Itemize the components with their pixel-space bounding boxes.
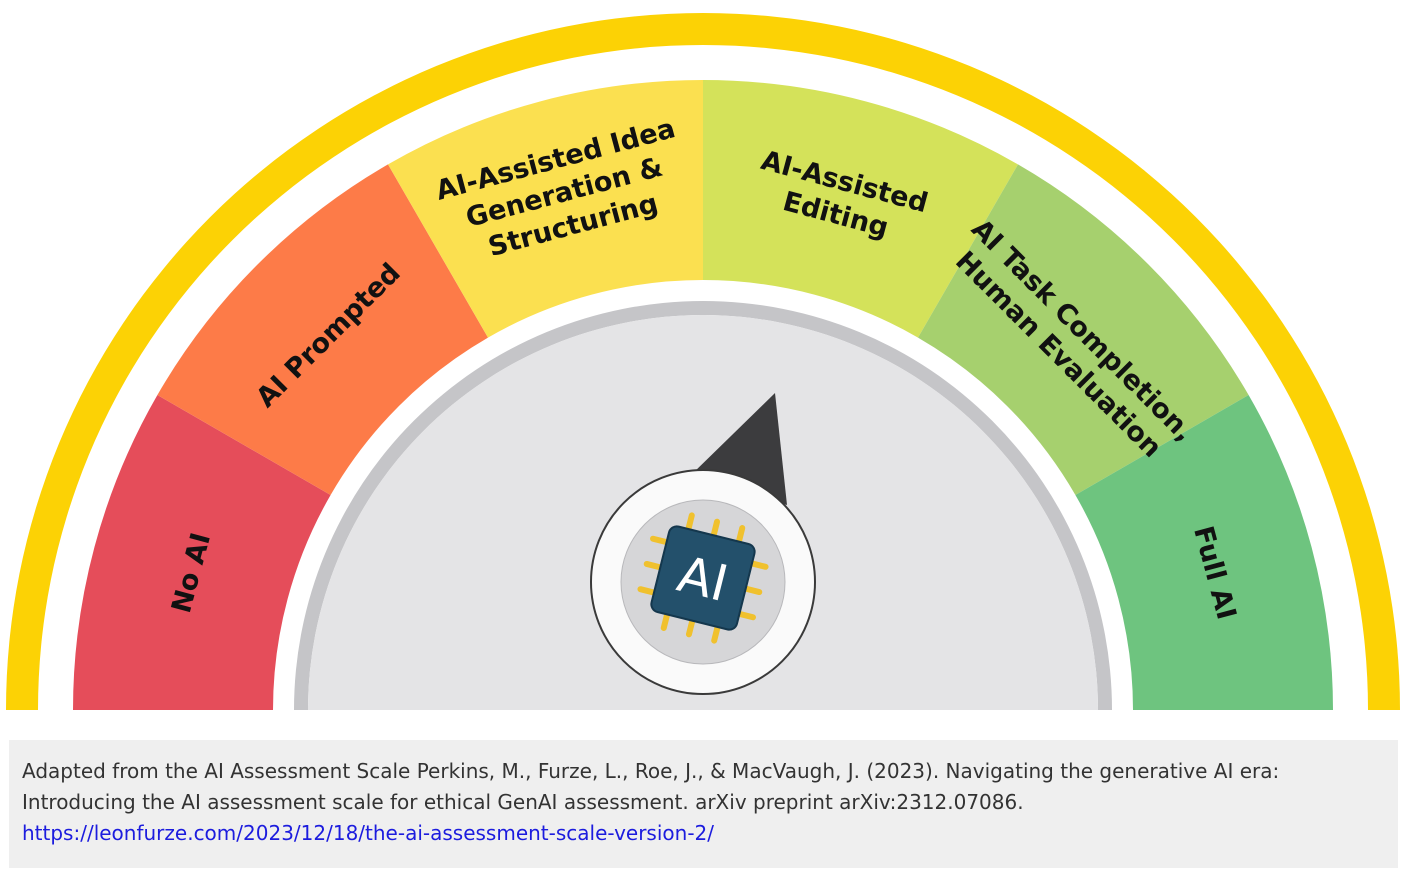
chip-pin-bottom-0 xyxy=(660,611,671,631)
chip-pin-bottom-2 xyxy=(711,623,721,644)
chip-pin-top-1 xyxy=(710,518,721,539)
citation-box: Adapted from the AI Assessment Scale Per… xyxy=(9,740,1398,868)
scale-segment-3 xyxy=(388,80,703,338)
chip-pin-top-0 xyxy=(685,512,695,533)
chip-pin-bottom-1 xyxy=(685,617,696,638)
chip-pin-right-2 xyxy=(736,610,756,621)
chip-pin-left-0 xyxy=(650,535,670,546)
chip-pin-right-0 xyxy=(748,560,769,570)
scale-segment-5 xyxy=(918,164,1249,495)
chip-pin-right-1 xyxy=(742,585,763,596)
scale-segment-4 xyxy=(703,80,1018,338)
chip-pin-left-2 xyxy=(637,586,658,596)
scale-segment-6 xyxy=(1075,395,1333,710)
scale-segment-2 xyxy=(157,164,488,495)
citation-line-1: Adapted from the AI Assessment Scale Per… xyxy=(22,759,1280,783)
citation-link[interactable]: https://leonfurze.com/2023/12/18/the-ai-… xyxy=(22,821,715,845)
chip-pin-left-1 xyxy=(643,560,664,571)
chip-pin-top-2 xyxy=(735,525,746,545)
ai-chip-icon: AI xyxy=(637,512,769,644)
citation-line-2: Introducing the AI assessment scale for … xyxy=(22,790,1024,814)
scale-segment-1 xyxy=(73,395,331,710)
